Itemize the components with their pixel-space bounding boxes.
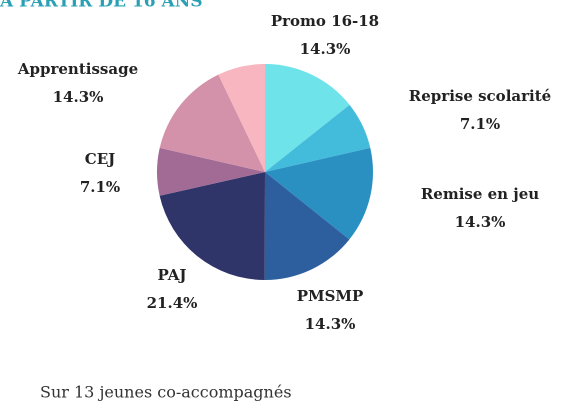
- value-label: 14.3%: [300, 40, 351, 58]
- slice-label: PMSMP: [297, 287, 364, 305]
- pie-slice: [265, 64, 350, 172]
- chart-title: À PARTIR DE 16 ANS: [0, 0, 203, 12]
- slice-label: Reprise scolarité: [409, 87, 551, 105]
- value-label: 7.1%: [460, 115, 500, 133]
- value-label: 21.4%: [147, 294, 198, 312]
- pie-slice: [157, 147, 265, 196]
- value-label: 14.3%: [53, 88, 104, 106]
- slice-label: Promo 16-18: [271, 12, 379, 30]
- pie-slice: [218, 64, 265, 172]
- slice-label: Apprentissage: [17, 60, 138, 78]
- pie-slice: [265, 104, 371, 172]
- value-label: 14.3%: [455, 213, 506, 231]
- pie-slice: [264, 172, 350, 280]
- slice-label: CEJ: [85, 150, 115, 168]
- pie-slice: [159, 74, 265, 172]
- slice-label: Remise en jeu: [421, 185, 539, 203]
- value-label: 14.3%: [305, 315, 356, 333]
- pie-slice: [159, 172, 265, 280]
- slice-label: PAJ: [158, 266, 187, 284]
- note: Sur 13 jeunes co-accompagnés: [40, 383, 292, 402]
- pie-slice: [265, 147, 374, 240]
- value-label: 7.1%: [80, 178, 120, 196]
